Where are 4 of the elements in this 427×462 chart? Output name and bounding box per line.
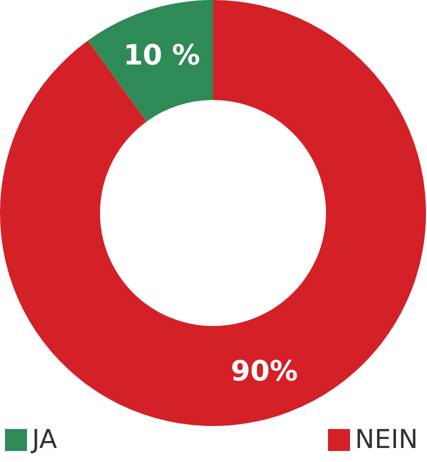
data-label: 10 %	[123, 38, 200, 72]
data-label: 90%	[230, 354, 298, 388]
legend-label: JA	[30, 425, 58, 455]
legend-label: NEIN	[355, 425, 418, 455]
